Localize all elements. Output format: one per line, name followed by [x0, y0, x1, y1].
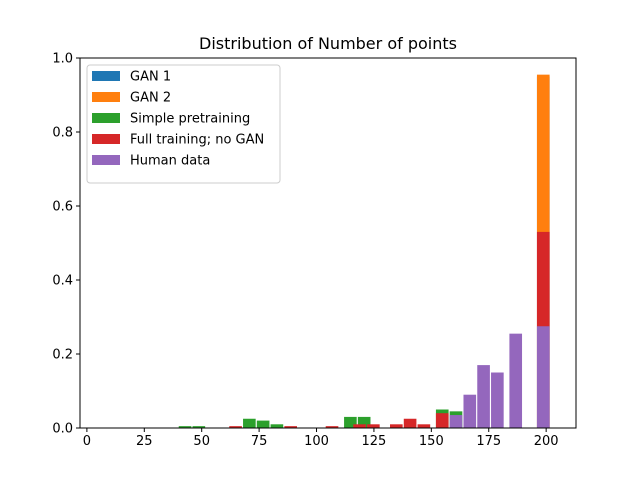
- bar-series-3-bin-1: [284, 426, 297, 428]
- legend: GAN 1 GAN 2 Simple pretraining Full trainin…: [86, 64, 281, 184]
- bar-series-2-bin-1: [192, 426, 206, 428]
- bar-series-2-bin-5: [344, 416, 357, 428]
- axes-frame: [79, 57, 577, 429]
- bar-series-3-bin-0: [229, 426, 242, 428]
- bar-series-2-bin-6: [357, 416, 371, 428]
- x-tick-label-2: 50: [193, 434, 210, 449]
- bar-series-3-bin-4: [367, 424, 380, 428]
- x-tick-label-5: 125: [362, 434, 387, 449]
- bar-series-4-bin-2: [477, 365, 490, 428]
- x-tick-label-0: 0: [83, 434, 91, 449]
- bar-series-3-bin-8: [435, 413, 449, 428]
- x-tick-label-8: 200: [534, 434, 559, 449]
- bar-series-2-bin-4: [270, 424, 284, 428]
- bar-series-4-bin-5: [536, 326, 550, 428]
- x-tick-label-4: 100: [304, 434, 329, 449]
- x-tick-label-3: 75: [251, 434, 268, 449]
- y-tick-label-3: 0.6: [52, 200, 73, 215]
- legend-swatch-0: [92, 71, 120, 81]
- legend-box: [86, 64, 281, 184]
- legend-label-1: GAN 2: [130, 91, 171, 106]
- x-tick-label-7: 175: [476, 434, 501, 449]
- legend-swatch-3: [92, 134, 120, 144]
- x-tick-label-1: 25: [136, 434, 153, 449]
- x-tick-label-6: 150: [419, 434, 444, 449]
- bar-series-4-bin-1: [463, 394, 477, 428]
- bar-series-2-bin-2: [243, 418, 256, 428]
- legend-label-4: Human data: [130, 154, 210, 169]
- bar-series-3-bin-2: [325, 426, 339, 428]
- bar-series-4-bin-4: [509, 333, 523, 428]
- y-axis: 0.0 0.2 0.4 0.6 0.8 1.0: [52, 52, 80, 437]
- bar-series-2-bin-0: [178, 426, 192, 428]
- bar-series-3-bin-7: [417, 424, 431, 428]
- legend-label-3: Full training; no GAN: [130, 133, 264, 148]
- y-tick-label-2: 0.4: [52, 274, 73, 289]
- bar-series-3-bin-6: [403, 418, 417, 428]
- y-tick-label-4: 0.8: [52, 126, 73, 141]
- legend-label-0: GAN 1: [130, 70, 171, 85]
- legend-swatch-1: [92, 92, 120, 102]
- bar-series-2-bin-3: [256, 420, 270, 428]
- chart-title: Distribution of Number of points: [199, 34, 457, 53]
- legend-swatch-2: [92, 113, 120, 123]
- y-tick-label-1: 0.2: [52, 348, 73, 363]
- x-axis: 0 25 50 75 100 125 150 175 200: [83, 428, 559, 449]
- bars-layer: [178, 74, 550, 429]
- bar-series-4-bin-0: [449, 415, 463, 428]
- bar-series-3-bin-5: [390, 424, 403, 428]
- legend-label-2: Simple pretraining: [130, 112, 250, 127]
- bar-series-3-bin-3: [353, 424, 366, 428]
- legend-swatch-4: [92, 155, 120, 165]
- bar-series-4-bin-3: [491, 372, 504, 428]
- y-tick-label-0: 0.0: [52, 422, 73, 437]
- y-tick-label-5: 1.0: [52, 52, 73, 67]
